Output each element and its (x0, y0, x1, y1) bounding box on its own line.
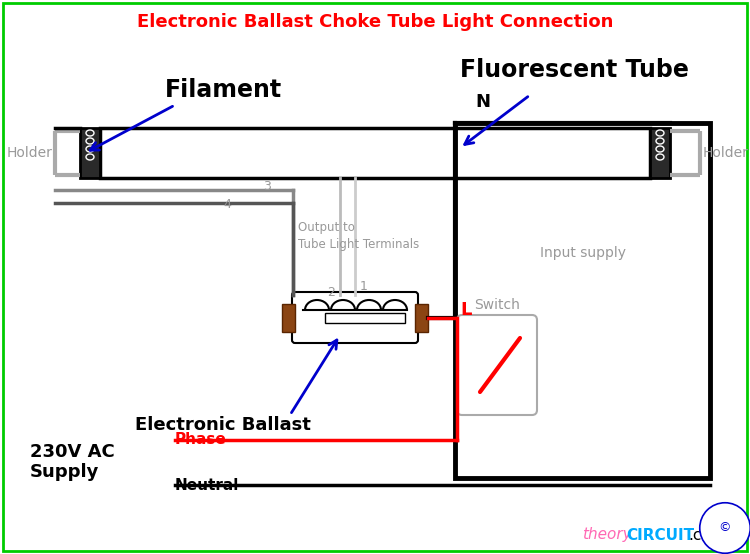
Bar (415, 304, 428, 331)
Bar (650, 128, 670, 178)
Text: Phase: Phase (175, 433, 226, 448)
Text: 1: 1 (360, 280, 368, 294)
Text: CIRCUIT: CIRCUIT (626, 527, 694, 542)
Text: theory: theory (582, 527, 632, 542)
Text: ©: © (718, 521, 731, 535)
Text: Filament: Filament (165, 78, 282, 102)
Bar (100, 128, 650, 178)
Text: Neutral: Neutral (175, 478, 239, 493)
Text: Electronic Ballast: Electronic Ballast (135, 416, 310, 434)
Text: Electronic Ballast Choke Tube Light Connection: Electronic Ballast Choke Tube Light Conn… (136, 13, 614, 31)
Bar (80, 128, 100, 178)
Text: Holder: Holder (703, 146, 748, 160)
Text: 3: 3 (263, 181, 271, 193)
Text: Input supply: Input supply (539, 246, 626, 260)
Text: Holder: Holder (6, 146, 52, 160)
Text: Fluorescent Tube: Fluorescent Tube (460, 58, 688, 82)
Text: .com: .com (688, 527, 725, 542)
Text: 230V AC
Supply: 230V AC Supply (30, 443, 115, 481)
Text: Switch: Switch (474, 298, 520, 312)
Text: Output to
Tube Light Terminals: Output to Tube Light Terminals (298, 221, 419, 251)
Bar (455, 123, 710, 478)
Text: 4: 4 (223, 198, 231, 212)
Text: 2: 2 (327, 285, 335, 299)
Text: N: N (475, 93, 490, 111)
FancyBboxPatch shape (457, 315, 537, 415)
Text: L: L (460, 301, 471, 319)
FancyBboxPatch shape (292, 292, 418, 343)
Bar (282, 304, 295, 331)
Bar (325, 313, 405, 323)
